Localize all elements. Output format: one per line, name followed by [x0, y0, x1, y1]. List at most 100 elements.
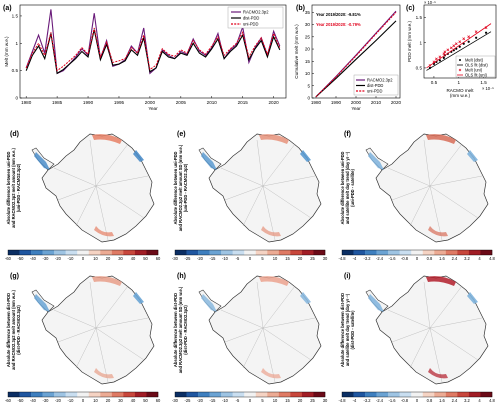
panel-d-colorbar-swatch: [8, 250, 20, 255]
panel-f-colorbar-swatch: [468, 250, 481, 255]
panel-b-ytick-label: 25: [305, 34, 311, 39]
panel-d-basin-line: [53, 167, 97, 187]
panel-i-colorbar-tick: -0.8: [401, 398, 409, 403]
panel-i-continent: [375, 275, 489, 385]
panel-f-basin-line: [429, 175, 483, 187]
panel-i-colorbar-swatch: [388, 392, 400, 397]
panel-b-xtick-label: 1990: [331, 100, 342, 105]
panel-b-ytick-label: 10: [305, 71, 311, 76]
panel-a-xtick-label: 1995: [114, 100, 125, 105]
panel-d-basin-line: [95, 185, 145, 219]
panel-c-point-uni: [435, 57, 438, 61]
panel-b-xtick-label: 1980: [311, 100, 322, 105]
panel-b-xtick-label: 2010: [371, 100, 382, 105]
panel-f-basin-line: [391, 185, 431, 201]
panel-f-patch-north: [426, 134, 456, 144]
panel-e-colorbar-tick: -25: [185, 256, 192, 261]
panel-f-colorbar-tick: 4: [478, 256, 481, 261]
panel-h-colorbar-swatch: [313, 392, 326, 397]
panel-f-patch-peninsula: [368, 152, 384, 170]
panel-d-continent: [41, 133, 155, 243]
panel-h-colorbar-swatch: [244, 392, 256, 397]
panel-e-label: (e): [177, 131, 186, 138]
panel-i-basin-line: [423, 281, 431, 329]
panel-h-label: (h): [177, 273, 186, 280]
panel-h-patch-north: [259, 276, 289, 286]
panel-c-point-uni: [458, 40, 462, 44]
panel-d-colorbar-swatch: [77, 250, 89, 255]
panel-e-basin-line: [256, 139, 264, 187]
panel-f-map: (f) -4.8 -4 -3.2 -2.4 -1.6 -0.8 0 0.8 1.6 2.4 3.2 4 4…: [338, 131, 495, 261]
panel-c-point-dist: [442, 56, 445, 59]
panel-g-basin-line: [89, 281, 97, 329]
panel-b-ytick-label: 0: [307, 96, 310, 101]
panel-f-colorbar-swatch: [411, 250, 423, 255]
panel-i-colorbar-swatch: [434, 392, 447, 397]
panel-a-ytick-label: 1: [15, 41, 18, 46]
panel-g-basin-line: [75, 327, 97, 369]
panel-f-colorbar-swatch: [457, 250, 470, 255]
panel-h-colorbar-tick: 15: [285, 398, 290, 403]
panel-g-colorbar-swatch: [111, 392, 124, 397]
panel-g-colorbar-tick: -50: [18, 398, 25, 403]
panel-i-colorbar-tick: 0.8: [427, 398, 433, 403]
panel-g-colorbar-tick: 20: [106, 398, 111, 403]
panel-i-colorbar-tick: 3.2: [464, 398, 470, 403]
panel-g-colorbar-tick: -20: [55, 398, 62, 403]
panel-a-label: (a): [3, 5, 12, 12]
panel-a-ytick-label: 1.5: [12, 14, 19, 19]
panel-a-xtick-label: 2015: [238, 100, 249, 105]
panel-c-point-uni: [452, 44, 456, 48]
panel-d-colorbar-swatch: [100, 250, 113, 255]
panel-d-colorbar-tick: -30: [43, 256, 50, 261]
panel-i-colorbar-tick: 1.6: [439, 398, 445, 403]
panel-g-colorbar-swatch: [19, 392, 32, 397]
panel-f-axis-label-line: Absolute difference between uni-PDD: [340, 151, 345, 224]
panel-h-colorbar-swatch: [255, 392, 268, 397]
panel-f-axis-label-line: (uni-PDD - satellite): [350, 168, 355, 206]
panel-d-label: (d): [10, 131, 19, 138]
panel-e-axis-label-line: Absolute difference between uni-PDD: [173, 151, 178, 224]
panel-e-patch-east: [300, 150, 311, 162]
panel-c-point-dist: [458, 45, 461, 48]
panel-i-colorbar-swatch: [422, 392, 435, 397]
panel-g-axis-label-line: Absolute difference between dist-PDD: [6, 293, 11, 367]
panel-g-patch-north: [92, 276, 122, 286]
panel-e-basin-line: [262, 185, 312, 219]
panel-b-ytick-label: 20: [305, 47, 311, 52]
panel-c-legend-label: OLS fit (dist): [465, 63, 488, 68]
panel-i-basin-line: [429, 285, 463, 329]
panel-c-legend-swatch: [458, 68, 462, 72]
panel-c-point-uni: [474, 30, 478, 34]
panel-h-axis-label: Absolute difference between dist-PDD and …: [173, 286, 188, 373]
panel-e-colorbar-tick: -5: [236, 256, 240, 261]
panel-e-colorbar-swatch: [244, 250, 256, 255]
panel-a-xtick-label: 1985: [52, 100, 63, 105]
panel-i-colorbar-swatch: [353, 392, 366, 397]
panel-i-colorbar-tick: -1.6: [388, 398, 396, 403]
panel-d-basin-line: [57, 185, 97, 201]
panel-h-colorbar-swatch: [278, 392, 291, 397]
panel-i-colorbar-swatch: [376, 392, 389, 397]
panel-i-basin-line: [429, 327, 479, 361]
panel-e-colorbar-swatch: [278, 250, 291, 255]
panel-f-colorbar-swatch: [388, 250, 400, 255]
panel-c-legend-swatch: [459, 59, 461, 61]
panel-h-colorbar-tick: -20: [197, 398, 204, 403]
panel-b-chart: (b) 0 5 10 15 20 25 30 35 1980 1990 2000 2010 2020 Cu…: [294, 4, 402, 111]
panel-i-patch-east: [467, 292, 478, 304]
panel-d-colorbar-swatch: [54, 250, 66, 255]
panel-b-ytick-label: 35: [305, 10, 311, 15]
panel-c-point-uni: [462, 37, 466, 41]
panel-d-colorbar-swatch: [42, 250, 55, 255]
panel-i-colorbar-tick: -4: [353, 398, 357, 403]
panel-e-colorbar-swatch: [313, 250, 326, 255]
panel-d-colorbar-swatch: [88, 250, 101, 255]
panel-d-colorbar-swatch: [19, 250, 32, 255]
panel-e-colorbar-swatch: [267, 250, 280, 255]
panel-g-patch-peninsula: [34, 294, 50, 312]
panel-e-colorbar-swatch: [198, 250, 210, 255]
panel-d-basin-line: [95, 143, 129, 187]
panel-f-colorbar-swatch: [376, 250, 389, 255]
